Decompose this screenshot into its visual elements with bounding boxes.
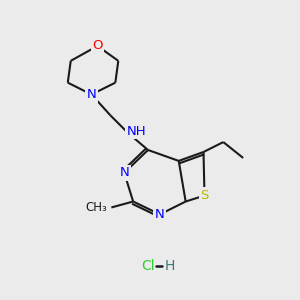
Text: N: N bbox=[87, 88, 96, 101]
Text: O: O bbox=[92, 40, 103, 52]
Text: S: S bbox=[200, 189, 209, 202]
Text: N: N bbox=[155, 208, 165, 221]
Text: N: N bbox=[119, 166, 129, 179]
Text: Cl: Cl bbox=[141, 259, 155, 273]
Text: H: H bbox=[165, 259, 175, 273]
Text: CH₃: CH₃ bbox=[85, 201, 107, 214]
Text: NH: NH bbox=[126, 125, 146, 138]
